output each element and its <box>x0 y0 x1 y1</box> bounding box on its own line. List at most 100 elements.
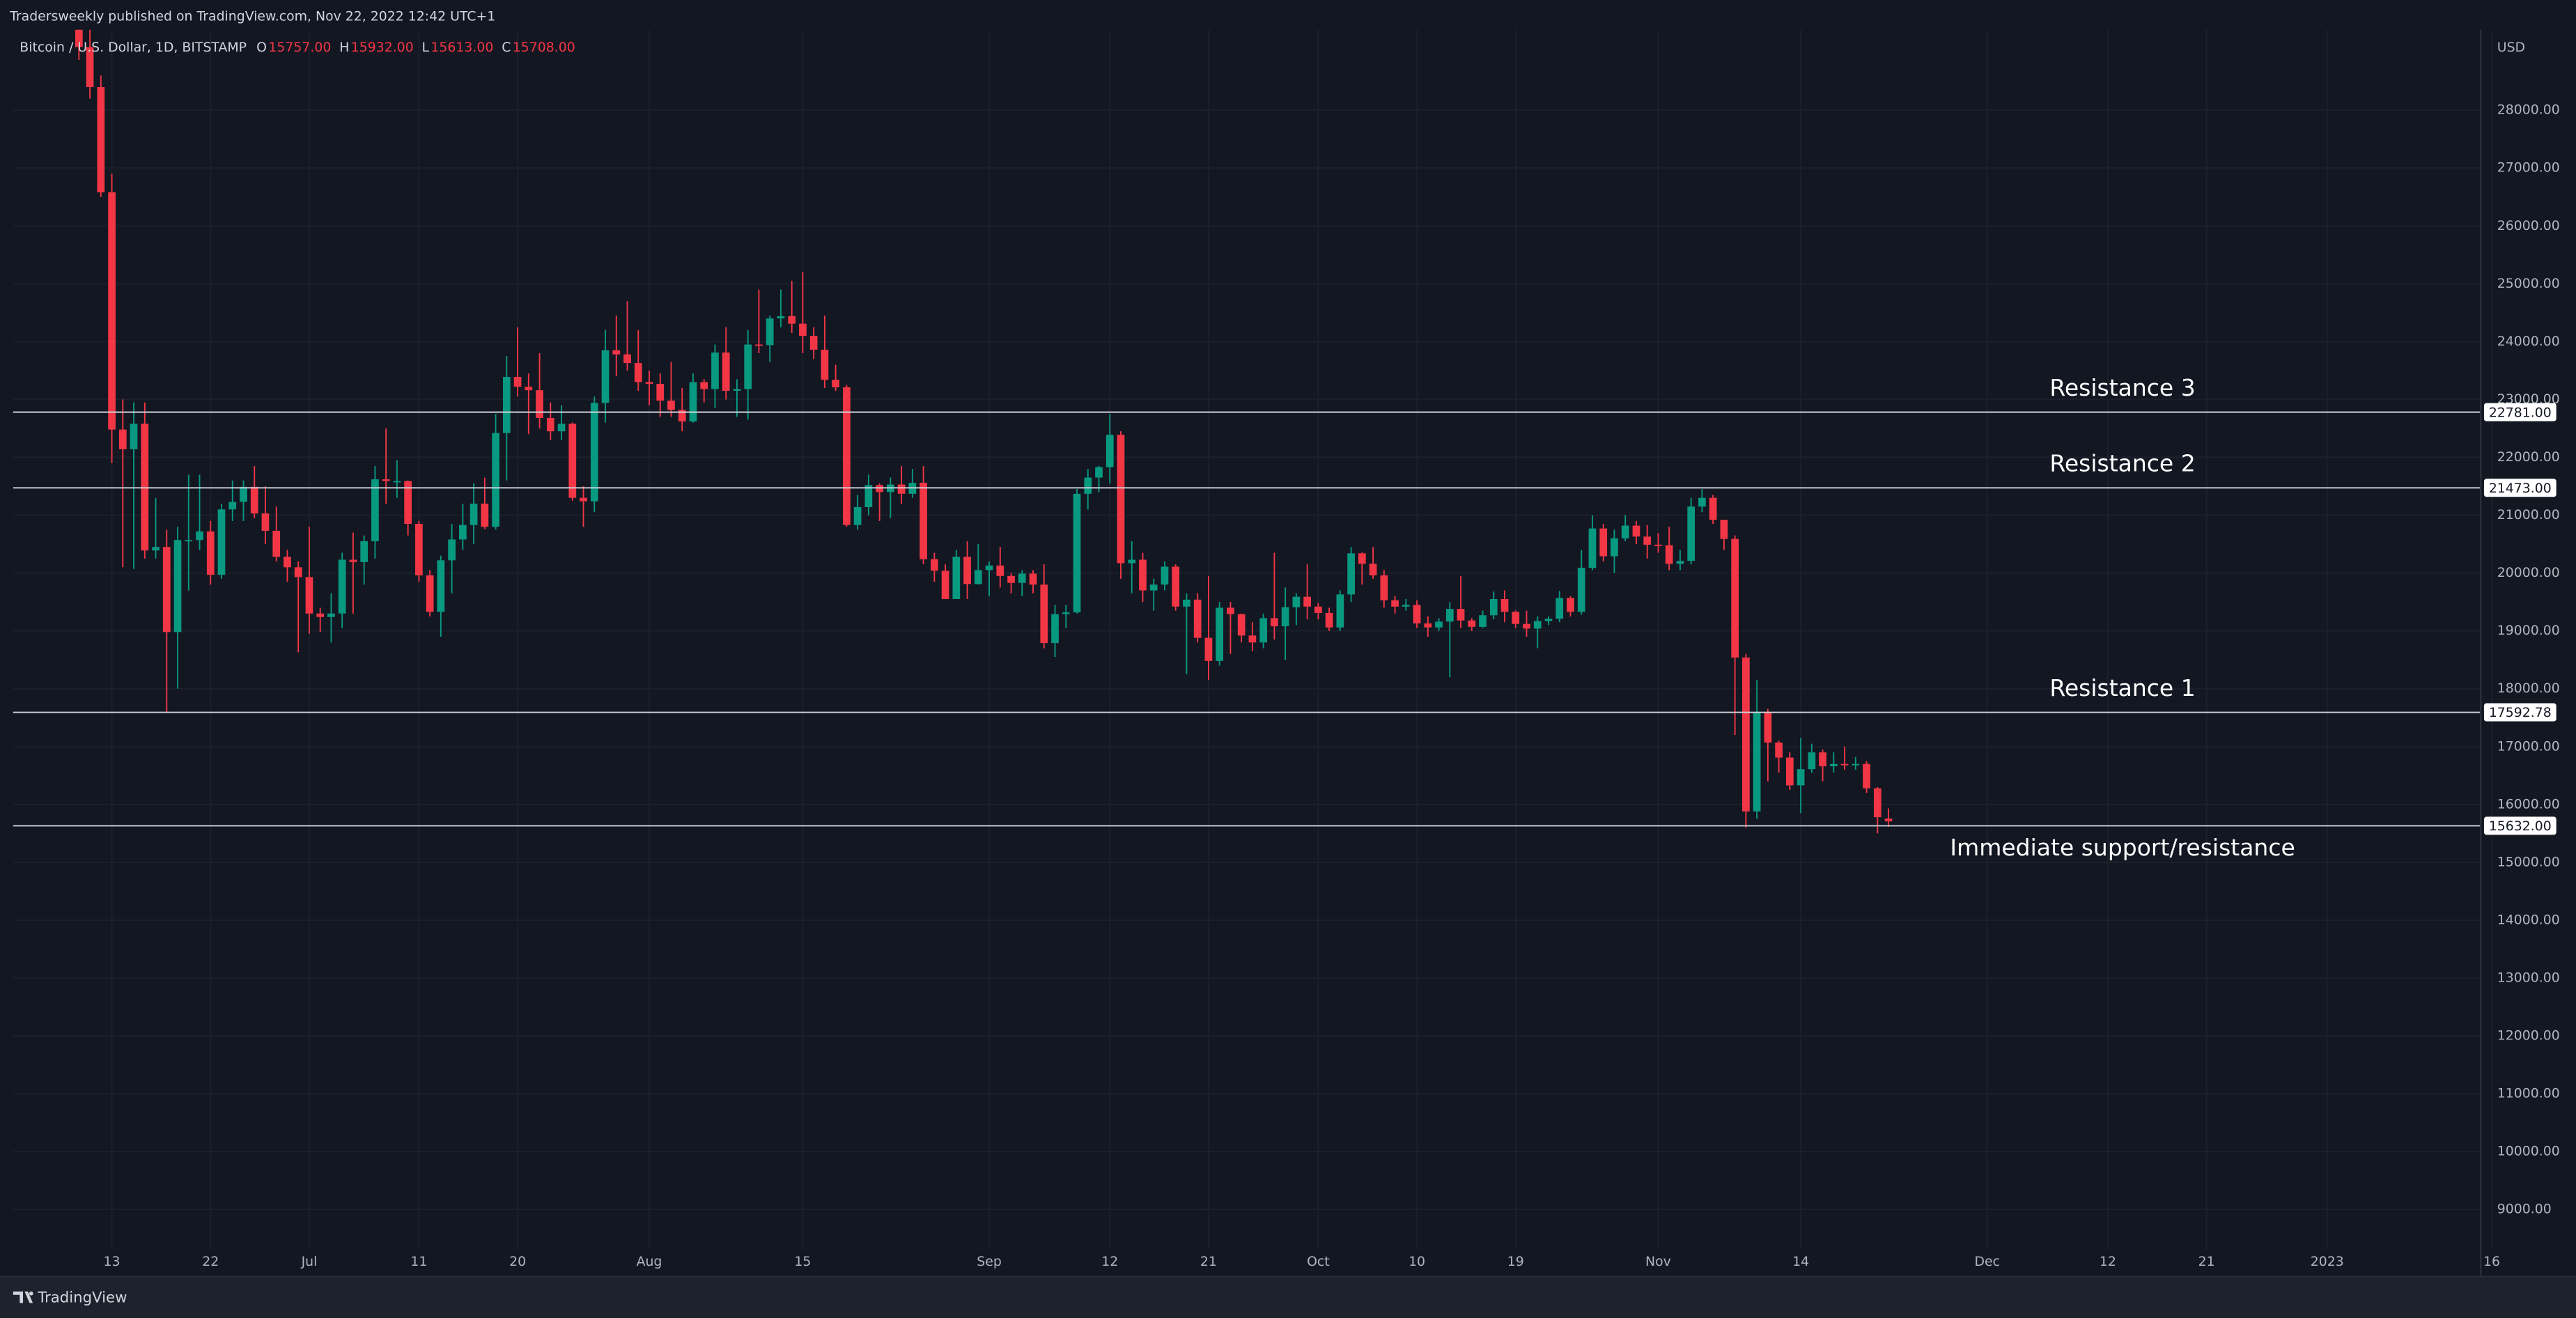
candle-body <box>393 481 401 483</box>
grid <box>13 29 2492 1249</box>
x-tick-label: Sep <box>977 1254 1002 1269</box>
candle-body <box>645 382 653 385</box>
candle-body <box>108 192 116 430</box>
candle-body <box>1193 599 1202 638</box>
x-tick-label: Dec <box>1974 1254 2000 1269</box>
candle-body <box>1018 573 1026 583</box>
x-tick-label: Jul <box>301 1254 318 1269</box>
candle-body <box>272 530 281 557</box>
candle-body <box>536 390 543 419</box>
candle-body <box>832 380 840 387</box>
candle-body <box>525 387 533 391</box>
candle-body <box>985 565 993 571</box>
candle-body <box>294 567 302 577</box>
y-tick-label: 23000.00 <box>2497 391 2560 407</box>
candle-body <box>1489 598 1498 616</box>
candle-body <box>952 557 961 599</box>
candle-body <box>1095 467 1103 478</box>
candle-body <box>1084 477 1092 494</box>
candle-body <box>1380 575 1388 600</box>
candle-body <box>173 540 182 633</box>
candle-body <box>86 47 94 87</box>
candle-body <box>250 486 258 514</box>
brand-name: TradingView <box>37 1289 127 1306</box>
candle-body <box>568 424 577 498</box>
level-label: Resistance 1 <box>2049 674 2195 701</box>
candle-body <box>1259 618 1268 643</box>
candle-body <box>448 539 456 561</box>
candle-body <box>996 565 1004 576</box>
overlay: 9000.00 10000.00 11000.00 12000.00 13000.00 1… <box>13 102 2560 1269</box>
y-tick-label: 21000.00 <box>2497 507 2560 522</box>
candle-body <box>1445 609 1454 622</box>
candle-body <box>1786 757 1794 786</box>
candle-body <box>316 613 325 617</box>
x-tick-label: 10 <box>1409 1254 1425 1269</box>
candle-body <box>1303 596 1311 607</box>
candle-body <box>1731 538 1739 658</box>
candle-body <box>1808 752 1816 770</box>
publisher-note: Tradersweekly published on TradingView.c… <box>9 8 495 24</box>
candle-body <box>1676 561 1684 564</box>
candle-body <box>1873 788 1881 818</box>
y-tick-label: 24000.00 <box>2497 334 2560 349</box>
candle-body <box>1128 559 1136 564</box>
candle-body <box>1183 599 1190 607</box>
candle-body <box>240 486 247 502</box>
candle-body <box>1139 559 1147 591</box>
candle-body <box>97 86 105 193</box>
candle-body <box>1621 525 1629 538</box>
candle-body <box>118 429 127 449</box>
y-tick-label: 10000.00 <box>2497 1144 2560 1159</box>
candle-body <box>1829 763 1838 767</box>
candle-body <box>546 418 554 432</box>
candle-body <box>1567 598 1574 612</box>
candle-body <box>623 354 631 364</box>
ohlc-key: O <box>256 40 267 55</box>
candle-body <box>1413 605 1421 623</box>
candle-body <box>722 352 730 391</box>
candle-body <box>327 613 335 617</box>
candle-body <box>853 506 862 525</box>
y-tick-label: 14000.00 <box>2497 912 2560 927</box>
candle-body <box>634 363 642 382</box>
x-tick-label: Aug <box>637 1254 662 1269</box>
x-tick-label: Oct <box>1307 1254 1330 1269</box>
price-tag-label: 17592.78 <box>2489 705 2552 720</box>
candle-body <box>284 557 291 568</box>
candle-body <box>1216 607 1224 661</box>
candle-body <box>360 541 368 562</box>
candle-body <box>1599 528 1608 557</box>
y-tick-label: 15000.00 <box>2497 854 2560 869</box>
candle-body <box>1687 506 1696 561</box>
x-tick-label: 21 <box>2198 1254 2215 1269</box>
candle-body <box>1753 712 1761 812</box>
candle-body <box>415 524 423 575</box>
y-tick-label: 13000.00 <box>2497 970 2560 985</box>
candle-body <box>228 502 237 510</box>
currency-label: USD <box>2497 40 2525 55</box>
candle-body <box>1402 605 1410 607</box>
candle-body <box>974 570 982 584</box>
candle-body <box>141 424 149 551</box>
y-tick-label: 11000.00 <box>2497 1086 2560 1101</box>
candle-body <box>1764 712 1772 743</box>
candle-body <box>196 531 203 541</box>
candle-body <box>1863 763 1870 789</box>
candle-body <box>1720 520 1728 539</box>
candle-body <box>689 382 697 422</box>
candle-body <box>590 403 598 502</box>
candle-body <box>470 503 478 525</box>
candle-body <box>864 485 873 507</box>
candle-body <box>1698 497 1706 507</box>
candle-body <box>1544 619 1553 621</box>
candle-body <box>1533 621 1542 629</box>
candle-body <box>941 571 949 599</box>
candle-body <box>437 560 445 612</box>
y-tick-label: 22000.00 <box>2497 449 2560 465</box>
candle-body <box>162 547 171 633</box>
candle-body <box>755 344 763 346</box>
candles <box>75 29 1893 834</box>
ohlc-key: H <box>339 40 349 55</box>
x-tick-label: 20 <box>509 1254 526 1269</box>
